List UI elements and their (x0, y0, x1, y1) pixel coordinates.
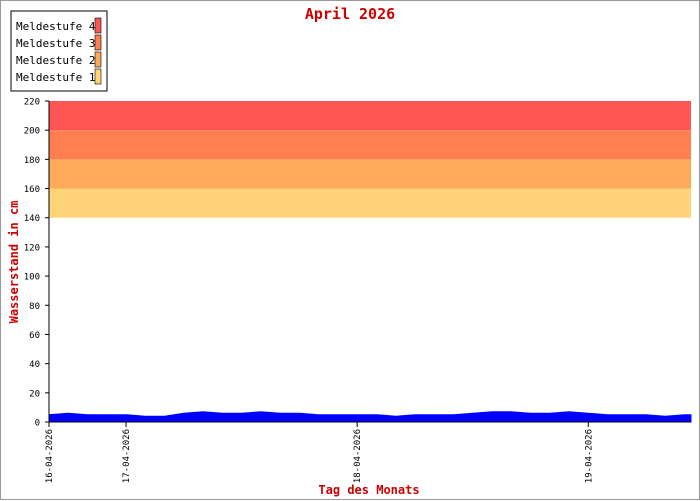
y-tick-label: 220 (24, 98, 40, 108)
legend-label: Meldestufe 2 (16, 54, 95, 67)
x-tick-label: 16-04-2026 (45, 429, 55, 483)
band-meldestufe-1 (49, 188, 691, 218)
legend: Meldestufe 4 Meldestufe 3 Meldestufe 2 Meld… (10, 10, 108, 92)
band-meldestufe-2 (49, 159, 691, 189)
y-tick-label: 100 (24, 273, 40, 283)
legend-label: Meldestufe 1 (16, 71, 95, 84)
x-tick-label: 17-04-2026 (122, 429, 132, 483)
y-tick-label: 60 (29, 331, 40, 341)
legend-swatch (94, 17, 102, 34)
band-meldestufe-4 (49, 101, 691, 131)
legend-swatch (94, 68, 102, 85)
chart-title: April 2026 (305, 5, 395, 23)
x-tick-label: 19-04-2026 (584, 429, 594, 483)
water-level-area (48, 411, 692, 423)
y-tick-label: 40 (29, 360, 40, 370)
y-tick-label: 180 (24, 156, 40, 166)
legend-box (10, 10, 108, 92)
y-axis-label: Wasserstand in cm (7, 201, 21, 324)
y-tick-label: 160 (24, 185, 40, 195)
x-tick-label: 18-04-2026 (353, 429, 363, 483)
y-tick-label: 200 (24, 127, 40, 137)
legend-label: Meldestufe 4 (16, 20, 96, 33)
legend-label: Meldestufe 3 (16, 37, 95, 50)
y-tick-label: 0 (35, 419, 40, 429)
band-meldestufe-3 (49, 130, 691, 160)
legend-swatch (94, 34, 102, 51)
x-axis-label: Tag des Monats (318, 483, 419, 497)
y-tick-label: 80 (29, 302, 40, 312)
y-tick-label: 140 (24, 214, 40, 224)
y-tick-label: 20 (29, 389, 40, 399)
legend-swatch (94, 51, 102, 68)
y-tick-label: 120 (24, 243, 40, 253)
